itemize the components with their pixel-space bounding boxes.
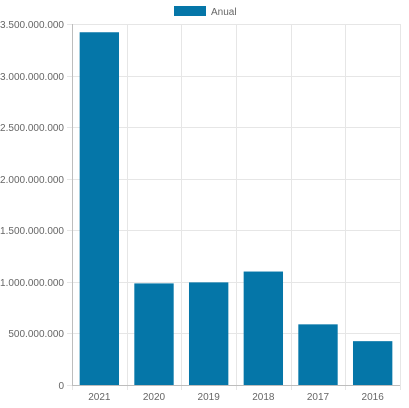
y-tick-label: 1.000.000.000 <box>0 278 64 289</box>
legend-swatch-anual[interactable] <box>174 6 206 16</box>
x-tick-label: 2018 <box>252 392 275 403</box>
axes <box>72 24 400 386</box>
y-tick-label: 2.500.000.000 <box>0 123 64 134</box>
bar-2020[interactable] <box>134 283 174 385</box>
bars <box>79 32 393 385</box>
grid-lines <box>67 24 401 390</box>
y-tick-label: 3.000.000.000 <box>0 72 64 83</box>
legend-label-anual[interactable]: Anual <box>211 7 237 18</box>
y-tick-label: 2.000.000.000 <box>0 175 64 186</box>
x-tick-label: 2021 <box>88 392 111 403</box>
legend[interactable]: Anual <box>174 6 237 18</box>
y-tick-label: 0 <box>58 381 64 392</box>
bar-2019[interactable] <box>188 282 229 385</box>
y-axis-tick-labels: 0 500.000.000 1.000.000.000 1.500.000.000 2.… <box>0 20 64 392</box>
x-tick-label: 2016 <box>362 392 385 403</box>
bar-2021[interactable] <box>79 32 120 385</box>
x-tick-label: 2019 <box>198 392 221 403</box>
y-tick-label: 3.500.000.000 <box>0 20 64 31</box>
bar-2017[interactable] <box>298 324 338 385</box>
x-axis-tick-labels: 2021 2020 2019 2018 2017 2016 <box>88 392 384 403</box>
bar-2016[interactable] <box>352 341 393 385</box>
bar-2018[interactable] <box>243 271 284 385</box>
x-tick-label: 2017 <box>307 392 330 403</box>
x-tick-label: 2020 <box>143 392 166 403</box>
y-tick-label: 1.500.000.000 <box>0 226 64 237</box>
y-tick-label: 500.000.000 <box>8 329 64 340</box>
